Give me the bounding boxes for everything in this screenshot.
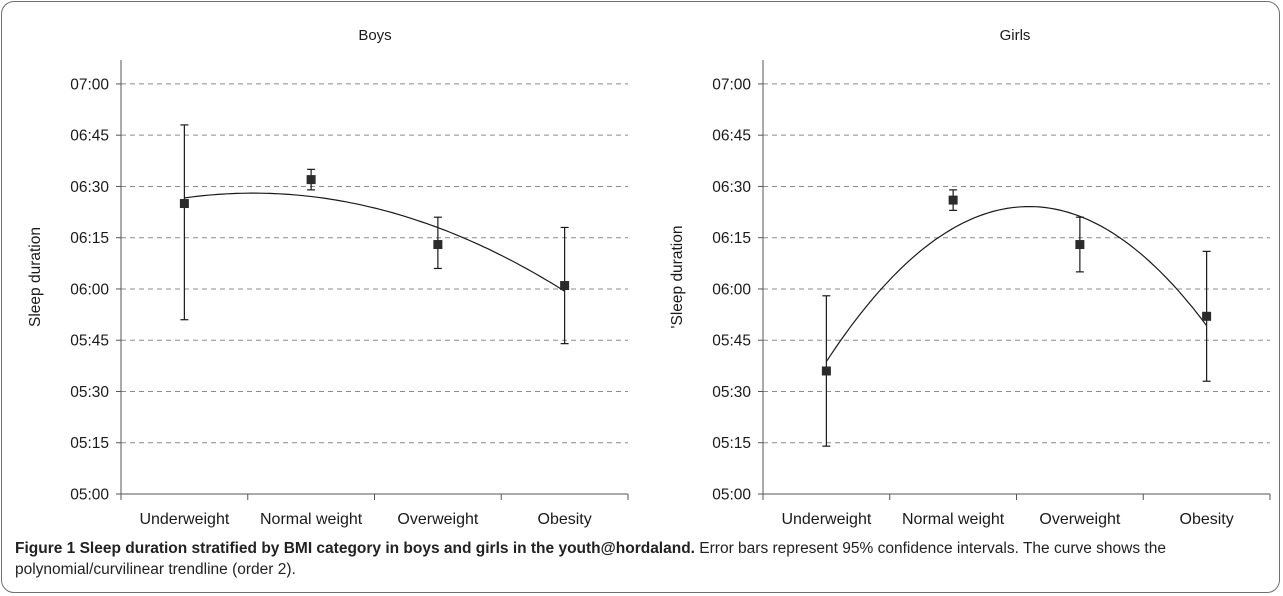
girls-y-tick-label: 05:45 [712,333,751,350]
boys-data-point [306,175,316,185]
boys-x-tick-label: Obesity [538,511,592,528]
boys-y-tick-label: 07:00 [70,76,109,93]
girls-x-tick-label: Underweight [781,511,871,528]
boys-y-tick-label: 06:00 [70,281,109,298]
girls-x-tick-label: Overweight [1039,511,1120,528]
boys-y-tick-label: 06:45 [70,128,109,145]
boys-y-axis-label: Sleep duration [27,227,44,327]
girls-data-point [1075,240,1085,250]
figure-caption: Figure 1 Sleep duration stratified by BM… [15,538,1265,580]
girls-y-tick-label: 07:00 [712,76,751,93]
girls-data-point [821,366,831,376]
boys-data-point [433,240,443,250]
girls-y-axis-label: 'Sleep duration [669,226,686,329]
boys-data-point [179,199,189,209]
boys-x-tick-label: Underweight [139,511,229,528]
girls-chart-title: Girls [1000,27,1031,44]
boys-y-tick-label: 05:45 [70,333,109,350]
girls-x-tick-label: Normal weight [902,511,1005,528]
girls-x-tick-label: Obesity [1180,511,1234,528]
girls-y-tick-label: 05:30 [712,384,751,401]
girls-y-tick-label: 06:00 [712,281,751,298]
girls-y-tick-label: 06:45 [712,128,751,145]
figure-charts: Boys Sleep duration 05:00 05:15 05:30 05:45 06… [27,27,1271,528]
boys-y-tick-label: 06:30 [70,179,109,196]
boys-x-tick-label: Normal weight [260,511,363,528]
girls-y-tick-label: 05:00 [712,487,751,504]
boys-y-tick-label: 05:30 [70,384,109,401]
caption-title: Figure 1 Sleep duration stratified by BM… [15,540,695,557]
girls-y-tick-label: 06:30 [712,179,751,196]
girls-data-point [948,195,958,205]
boys-data-point [560,281,570,291]
boys-y-tick-label: 06:15 [70,230,109,247]
boys-chart-title: Boys [358,27,391,44]
caption-text: Error bars represent 95% confidence inte… [15,540,1166,578]
girls-data-point [1202,311,1212,321]
girls-trendline [825,206,1208,362]
boys-y-tick-label: 05:15 [70,435,109,452]
girls-y-tick-label: 05:15 [712,435,751,452]
boys-y-tick-label: 05:00 [70,487,109,504]
boys-x-tick-label: Overweight [397,511,478,528]
boys-trendline [184,192,565,292]
girls-y-tick-label: 06:15 [712,230,751,247]
